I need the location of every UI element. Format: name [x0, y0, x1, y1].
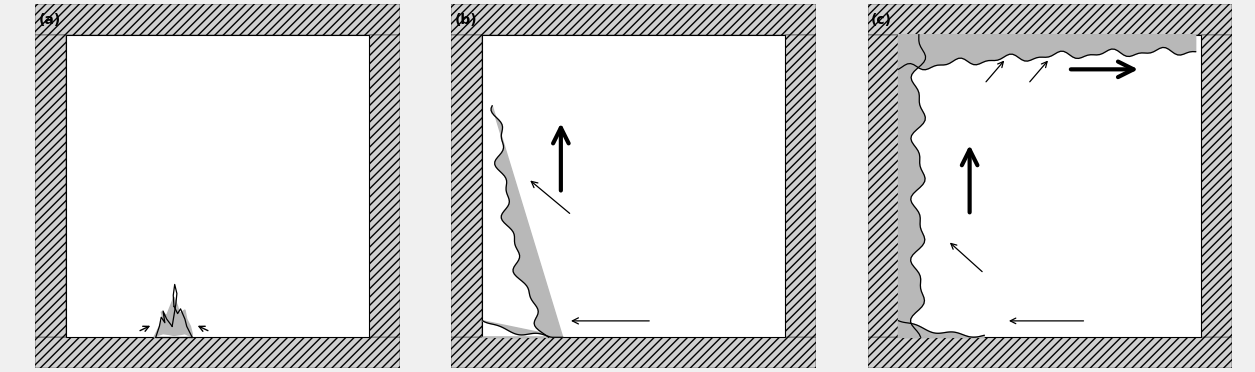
Bar	[899, 35, 1201, 337]
Polygon shape	[899, 35, 1196, 70]
Polygon shape	[482, 106, 562, 337]
Bar	[867, 4, 1232, 35]
Text: (a): (a)	[39, 13, 60, 27]
Bar	[67, 35, 369, 337]
Bar	[867, 337, 1232, 368]
Bar	[482, 35, 786, 337]
Text: (b): (b)	[454, 13, 477, 27]
Bar	[452, 35, 482, 337]
Bar	[1201, 35, 1232, 337]
Bar	[369, 35, 400, 337]
Polygon shape	[899, 35, 925, 337]
Bar	[867, 35, 899, 337]
Text: (c): (c)	[871, 13, 891, 27]
Bar	[452, 337, 816, 368]
Bar	[35, 35, 67, 337]
Bar	[786, 35, 816, 337]
Polygon shape	[899, 321, 984, 337]
Bar	[35, 337, 400, 368]
Polygon shape	[154, 297, 192, 337]
Bar	[35, 4, 400, 35]
Bar	[452, 4, 816, 35]
